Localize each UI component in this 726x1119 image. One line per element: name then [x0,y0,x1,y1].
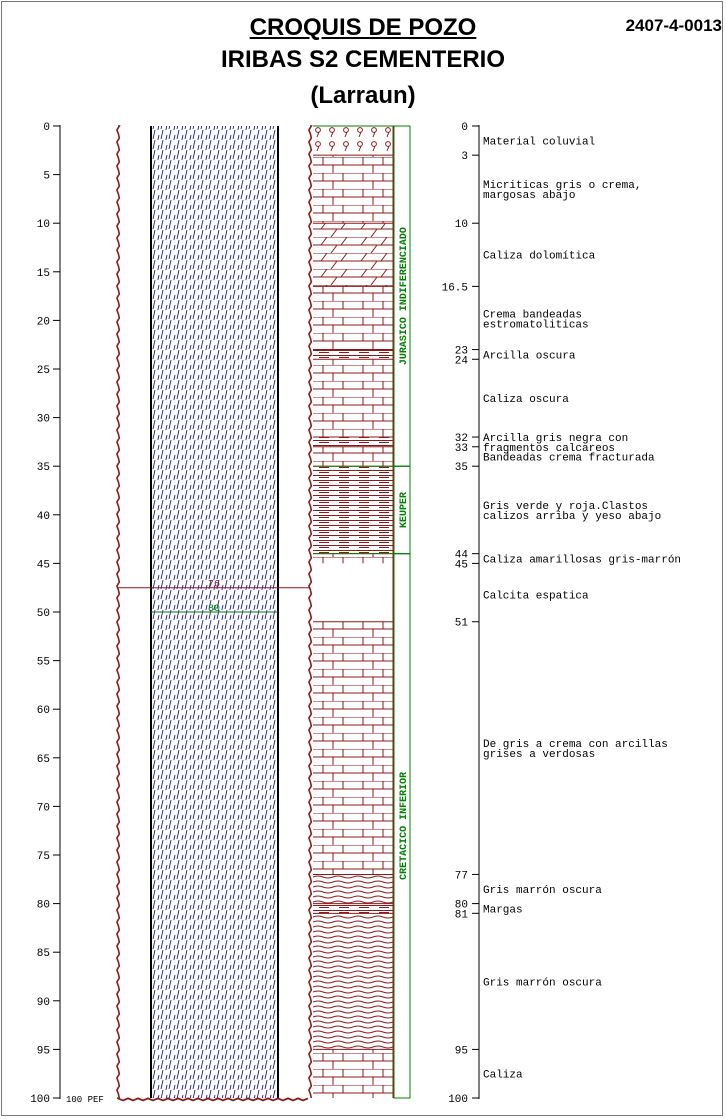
depth-tick-label: 10 [37,219,50,231]
description-text: Gris marrón oscura [483,885,602,897]
depth-tick-label: 15 [37,268,50,280]
depth-tick-label: 40 [37,511,50,523]
boundary-label: 32 [455,433,468,445]
description-text: De gris a crema con arcillas [483,739,668,751]
location: (Larraun) [310,82,416,109]
depth-tick-label: 50 [37,608,50,620]
boundary-label: 16.5 [442,282,468,294]
borehole-left-wall [116,125,121,1099]
formation-label: JURASICO INDIFERENCIADO [399,227,410,365]
boundary-label: 51 [455,618,469,630]
lithology-dolomite [313,223,393,287]
description-text: Gris verde y roja.Clastos [483,501,648,513]
description-text: Gris marrón oscura [483,977,602,989]
description-text: margosas abajo [483,190,575,202]
lithology-conglomerate [313,126,393,156]
description-text: Margas [483,904,523,916]
boundary-label: 10 [455,219,468,231]
depth-tick-label: 95 [37,1045,50,1057]
boundary-label: 81 [455,909,469,921]
depth-tick-label: 25 [37,365,50,377]
lithology-limestone [313,553,393,564]
depth-tick-label: 5 [43,171,50,183]
depth-tick-label: 55 [37,657,50,669]
depth-tick-label: 20 [37,316,50,328]
description-text: Caliza amarillosas gris-marrón [483,555,681,567]
description-text: Calcita espatica [483,591,589,603]
lithology-limestone [313,1049,393,1098]
description-text: estromatoliticas [483,319,589,331]
lithology-limestone [313,359,393,438]
description-text: Crema bandeadas [483,309,582,321]
boundary-label: 33 [455,443,468,455]
lithology-limestone [313,155,393,224]
title: CROQUIS DE POZO [249,14,477,41]
well-column: 76 80 100 PEF [66,125,313,1105]
boundary-label: 77 [455,870,468,882]
description-text: grises a verdosas [483,749,595,761]
depth-tick-label: 45 [37,559,50,571]
depth-scale: 0 5 10 15 20 25 30 35 40 45 50 55 60 65 70 75 80 85 90 95 10… [30,122,61,1106]
borehole-right-wall [308,125,313,1099]
boundary-label: 80 [455,900,468,912]
well-code: 2407-4-0013 [625,16,722,35]
level-label-1: 76 [208,580,220,591]
description-text: Micriticas gris o crema, [483,180,641,192]
depth-tick-label: 30 [37,414,50,426]
lithology-clay [313,437,393,447]
formation-column: JURASICO INDIFERENCIADO KEUPER CRETACICO I… [313,125,411,1099]
boundary-label: 35 [455,462,468,474]
lithology-clay [313,903,393,914]
description-text: Arcilla gris negra con [483,433,628,445]
boundary-label: 45 [455,559,468,571]
lithology-marl [313,874,393,904]
lithology-limestone [313,286,393,350]
lithology-clay [313,349,393,360]
subtitle: IRIBAS S2 CEMENTERIO [220,46,506,73]
description-text: calizos arriba y yeso abajo [483,511,661,523]
boundary-label: 24 [455,355,469,367]
depth-tick-label: 90 [37,997,50,1009]
lithology-limestone [313,621,393,875]
boundary-label: 23 [455,346,468,358]
description-text: Caliza dolomítica [483,250,596,262]
lithology-limestone [313,446,393,467]
borehole-bottom [117,1097,309,1102]
description-text: Material coluvial [483,137,595,149]
depth-tick-label: 65 [37,754,50,766]
depth-tick-label: 85 [37,948,50,960]
depth-tick-label: 80 [37,900,50,912]
formation-label: KEUPER [399,492,410,528]
description-text: Bandeadas crema fracturada [483,452,655,464]
level-label-2: 80 [208,604,220,615]
bottom-depth-label: 100 PEF [66,1095,104,1105]
formation-label: CRETACICO INFERIOR [399,772,410,880]
description-text: Caliza [483,1070,523,1082]
depth-tick-label: 35 [37,462,50,474]
depth-tick-label: 60 [37,705,50,717]
depth-tick-label: 75 [37,851,50,863]
boundary-label: 44 [455,550,469,562]
lithology-clay [313,466,393,554]
boundary-label: 3 [461,151,468,163]
depth-tick-label: 70 [37,802,50,814]
description-text: Arcilla oscura [483,350,576,362]
depth-tick-label: 0 [43,122,50,134]
depth-tick-label: 100 [30,1094,50,1106]
boundary-label: 95 [455,1045,468,1057]
description-text: Caliza oscura [483,394,569,406]
lithology-column [313,125,394,1098]
boundary-label: 100 [448,1094,468,1106]
description-text: fragmentos calcareos [483,443,615,455]
lithology-marl [313,913,393,1050]
boundary-label: 0 [461,122,468,134]
lithology-blank [313,563,393,622]
